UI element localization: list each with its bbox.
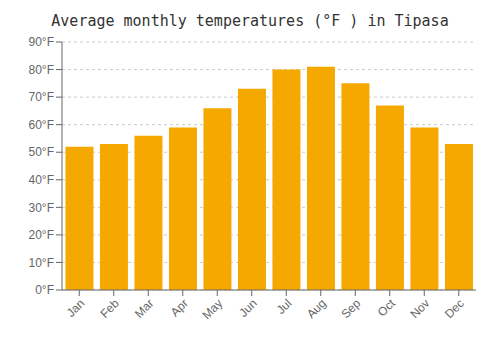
svg-text:Jan: Jan — [64, 296, 88, 320]
svg-text:10°F: 10°F — [29, 256, 54, 270]
svg-text:40°F: 40°F — [29, 173, 54, 187]
svg-text:70°F: 70°F — [29, 90, 54, 104]
html-text:Average monthly temperatures (: Average monthly temperatures (°F ) in Ti… — [51, 12, 449, 30]
svg-text:Jun: Jun — [236, 296, 260, 320]
svg-text:80°F: 80°F — [29, 63, 54, 77]
svg-text:Dec: Dec — [442, 296, 467, 321]
svg-text:Feb: Feb — [97, 296, 122, 321]
svg-text:Jul: Jul — [274, 296, 295, 317]
svg-text:Apr: Apr — [168, 296, 191, 319]
svg-text:20°F: 20°F — [29, 228, 54, 242]
svg-text:Sep: Sep — [338, 296, 363, 321]
svg-text:30°F: 30°F — [29, 201, 54, 215]
svg-text:90°F: 90°F — [29, 35, 54, 49]
svg-text:Nov: Nov — [407, 296, 432, 321]
svg-text:May: May — [199, 296, 225, 322]
svg-text:Mar: Mar — [132, 296, 157, 321]
svg-text:0°F: 0°F — [35, 283, 54, 297]
svg-text:Aug: Aug — [304, 296, 329, 321]
svg-text:50°F: 50°F — [29, 145, 54, 159]
svg-text:Oct: Oct — [375, 296, 399, 320]
svg-text:60°F: 60°F — [29, 118, 54, 132]
